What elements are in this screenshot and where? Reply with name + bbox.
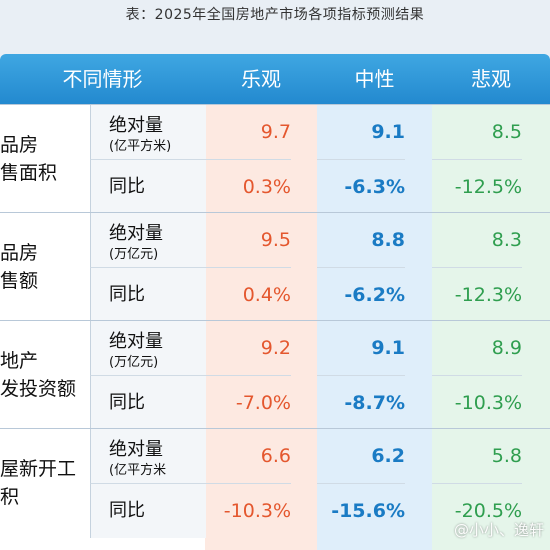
table-row-group: 品房 售面积 绝对量 (亿平方米) 同比 9.7 9.1 8.5 0.3% -6…: [0, 104, 550, 214]
forecast-table: 不同情形 乐观 中性 悲观 品房 售面积 绝对量 (亿平方米) 同比 9.7 9…: [0, 54, 550, 550]
metric-cell: 同比: [90, 375, 206, 430]
value-cell: -10.3%: [432, 375, 522, 430]
value-cell: -20.5%: [432, 483, 522, 538]
value-cell: 9.7: [260, 121, 291, 143]
metric-cell: 绝对量 (亿平方米: [90, 429, 206, 483]
table-row-group: 地产 发投资额 绝对量 (万亿元) 同比 9.2 9.1 8.9 -7.0% -…: [0, 320, 550, 430]
table-title: 表：2025年全国房地产市场各项指标预测结果: [125, 7, 425, 23]
pessimistic-column-bg: [432, 104, 550, 550]
header-neutral: 中性: [354, 67, 395, 91]
header-condition: 不同情形: [62, 67, 143, 91]
value-cell: -12.5%: [432, 159, 522, 214]
value-cell: 8.5: [491, 121, 522, 143]
category-line: 品房: [0, 134, 39, 156]
metric-unit: (万亿元): [109, 247, 159, 262]
value-cell: -15.6%: [317, 483, 405, 538]
metric-cell: 绝对量 (万亿元): [90, 321, 206, 375]
metric-name: 绝对量: [109, 331, 163, 352]
value-cell: 6.2: [371, 445, 405, 467]
metric-unit: (万亿元): [109, 355, 159, 370]
table-header: 不同情形 乐观 中性 悲观: [0, 54, 550, 104]
metric-name: 绝对量: [109, 439, 163, 460]
value-cell: 0.4%: [205, 267, 291, 322]
category-line: 发投资额: [0, 378, 77, 400]
value-cell: -10.3%: [205, 483, 291, 538]
value-cell: 8.3: [491, 229, 522, 251]
table-row-group: 屋新开工 积 绝对量 (亿平方米 同比 6.6 6.2 5.8 -10.3% -…: [0, 428, 550, 538]
table-row-group: 品房 售额 绝对量 (万亿元) 同比 9.5 8.8 8.3 0.4% -6.2…: [0, 212, 550, 322]
value-cell: 9.5: [260, 229, 291, 251]
category-label: 品房 售面积: [0, 105, 86, 213]
metric-cell: 绝对量 (万亿元): [90, 213, 206, 267]
category-label: 地产 发投资额: [0, 321, 86, 429]
metric-name: 绝对量: [109, 223, 163, 244]
header-optimistic: 乐观: [241, 67, 281, 91]
metric-cell: 绝对量 (亿平方米): [90, 105, 206, 159]
value-cell: -6.3%: [317, 159, 405, 214]
value-cell: -6.2%: [317, 267, 405, 322]
metric-cell: 同比: [90, 159, 206, 214]
metric-unit: (亿平方米): [109, 139, 172, 154]
value-cell: 8.9: [491, 337, 522, 359]
category-line: 屋新开工: [0, 458, 77, 480]
value-cell: 8.8: [371, 229, 405, 251]
metric-cell: 同比: [90, 483, 206, 538]
value-cell: 9.1: [371, 121, 405, 143]
category-line: 售面积: [0, 162, 58, 184]
value-cell: 5.8: [491, 445, 522, 467]
yoy-label: 同比: [109, 500, 145, 521]
value-cell: -8.7%: [317, 375, 405, 430]
metric-name: 绝对量: [109, 115, 163, 136]
yoy-label: 同比: [109, 284, 145, 305]
category-line: 地产: [0, 350, 39, 372]
value-cell: 0.3%: [205, 159, 291, 214]
yoy-label: 同比: [109, 392, 145, 413]
value-cell: 9.1: [371, 337, 405, 359]
category-line: 售额: [0, 270, 39, 292]
value-cell: 9.2: [260, 337, 291, 359]
watermark: @小小、逸轩: [453, 521, 544, 539]
optimistic-column-bg: [205, 104, 317, 550]
category-line: 积: [0, 486, 20, 508]
value-cell: -12.3%: [432, 267, 522, 322]
value-cell: 6.6: [260, 445, 291, 467]
header-pessimistic: 悲观: [471, 67, 511, 91]
category-line: 品房: [0, 242, 39, 264]
metric-unit: (亿平方米: [109, 463, 167, 478]
value-cell: -7.0%: [205, 375, 291, 430]
yoy-label: 同比: [109, 176, 145, 197]
neutral-column-bg: [317, 104, 432, 550]
category-label: 屋新开工 积: [0, 429, 86, 537]
metric-cell: 同比: [90, 267, 206, 322]
category-label: 品房 售额: [0, 213, 86, 321]
